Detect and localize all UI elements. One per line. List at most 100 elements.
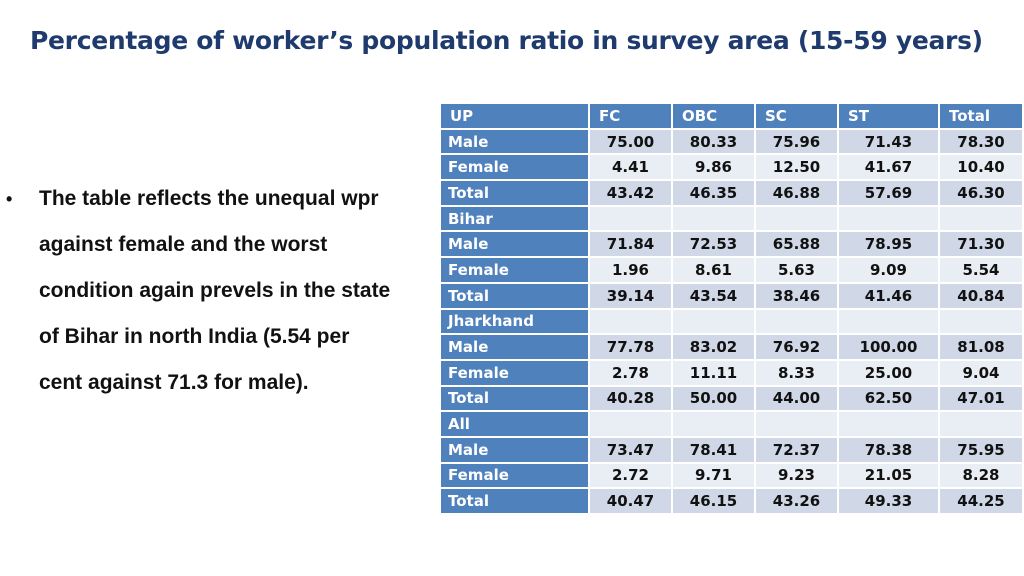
table-cell: 72.37 xyxy=(756,437,837,462)
table-row: Male 77.78 83.02 76.92 100.00 81.08 xyxy=(441,335,1022,359)
row-label: Bihar xyxy=(441,206,588,231)
row-label: Total xyxy=(441,283,588,308)
table-cell: 44.25 xyxy=(940,489,1022,513)
table-cell xyxy=(839,309,938,334)
row-label: Male xyxy=(441,129,588,154)
table-cell: 78.95 xyxy=(839,232,938,257)
table-cell: 62.50 xyxy=(839,386,938,411)
bullet-line: The table reflects the unequal wpr xyxy=(39,187,379,210)
bullet-text: The table reflects the unequal wpr again… xyxy=(39,176,426,406)
table-cell: 21.05 xyxy=(839,463,938,488)
table-cell: 83.02 xyxy=(673,335,754,359)
table-cell xyxy=(756,206,837,231)
bullet-list: • The table reflects the unequal wpr aga… xyxy=(6,176,426,406)
table-row: Total 39.14 43.54 38.46 41.46 40.84 xyxy=(441,283,1022,308)
table-cell: 44.00 xyxy=(756,386,837,411)
wpr-table: UP FC OBC SC ST Total Male 75.00 80.33 75.9… xyxy=(439,102,1024,515)
table-cell: 9.71 xyxy=(673,463,754,488)
table-cell xyxy=(756,309,837,334)
table-cell: 43.42 xyxy=(590,181,671,205)
row-label: Female xyxy=(441,258,588,282)
row-label: Total xyxy=(441,386,588,411)
row-label: Male xyxy=(441,335,588,359)
header-region: UP xyxy=(441,104,588,128)
table-cell: 75.95 xyxy=(940,437,1022,462)
table-row: Jharkhand xyxy=(441,309,1022,334)
table-header-row: UP FC OBC SC ST Total xyxy=(441,104,1022,128)
header-obc: OBC xyxy=(673,104,754,128)
table-cell: 10.40 xyxy=(940,155,1022,180)
table-cell: 65.88 xyxy=(756,232,837,257)
table-cell: 40.84 xyxy=(940,283,1022,308)
table-cell xyxy=(590,412,671,436)
table-row: Male 73.47 78.41 72.37 78.38 75.95 xyxy=(441,437,1022,462)
table-cell: 78.41 xyxy=(673,437,754,462)
table-cell: 43.54 xyxy=(673,283,754,308)
table-cell: 2.72 xyxy=(590,463,671,488)
table-cell: 77.78 xyxy=(590,335,671,359)
table-cell: 43.26 xyxy=(756,489,837,513)
table-cell: 71.84 xyxy=(590,232,671,257)
table-cell: 81.08 xyxy=(940,335,1022,359)
row-label: Female xyxy=(441,155,588,180)
table-cell: 41.46 xyxy=(839,283,938,308)
bullet-line: condition again prevels in the state xyxy=(39,279,391,302)
table-row: Female 2.78 11.11 8.33 25.00 9.04 xyxy=(441,360,1022,385)
table-cell: 57.69 xyxy=(839,181,938,205)
table-cell: 75.00 xyxy=(590,129,671,154)
header-sc: SC xyxy=(756,104,837,128)
table-body: Male 75.00 80.33 75.96 71.43 78.30 Female 4.41 9… xyxy=(441,129,1022,513)
header-total: Total xyxy=(940,104,1022,128)
bullet-line: of Bihar in north India (5.54 per xyxy=(39,325,350,348)
table-cell: 39.14 xyxy=(590,283,671,308)
table-cell: 1.96 xyxy=(590,258,671,282)
table-cell: 49.33 xyxy=(839,489,938,513)
table-cell: 71.30 xyxy=(940,232,1022,257)
table-cell: 9.86 xyxy=(673,155,754,180)
table-cell: 5.63 xyxy=(756,258,837,282)
table-row: Bihar xyxy=(441,206,1022,231)
table-cell: 78.30 xyxy=(940,129,1022,154)
table-cell: 9.23 xyxy=(756,463,837,488)
table-cell: 9.09 xyxy=(839,258,938,282)
table-row: Male 71.84 72.53 65.88 78.95 71.30 xyxy=(441,232,1022,257)
table-cell xyxy=(673,206,754,231)
table-cell: 72.53 xyxy=(673,232,754,257)
table-cell xyxy=(673,412,754,436)
table-row: Female 2.72 9.71 9.23 21.05 8.28 xyxy=(441,463,1022,488)
table-row: Male 75.00 80.33 75.96 71.43 78.30 xyxy=(441,129,1022,154)
table-cell xyxy=(590,206,671,231)
table-cell: 46.30 xyxy=(940,181,1022,205)
table-cell xyxy=(590,309,671,334)
row-label: Total xyxy=(441,489,588,513)
table-cell: 40.47 xyxy=(590,489,671,513)
table-row: Total 40.47 46.15 43.26 49.33 44.25 xyxy=(441,489,1022,513)
header-st: ST xyxy=(839,104,938,128)
table-cell: 9.04 xyxy=(940,360,1022,385)
row-label: Total xyxy=(441,181,588,205)
table-cell xyxy=(940,412,1022,436)
table-cell: 73.47 xyxy=(590,437,671,462)
bullet-marker: • xyxy=(6,189,13,209)
table-cell: 100.00 xyxy=(839,335,938,359)
table-cell xyxy=(839,206,938,231)
table-cell: 25.00 xyxy=(839,360,938,385)
table-row: Female 1.96 8.61 5.63 9.09 5.54 xyxy=(441,258,1022,282)
table-row: All xyxy=(441,412,1022,436)
table-cell: 5.54 xyxy=(940,258,1022,282)
table-cell: 47.01 xyxy=(940,386,1022,411)
table-cell: 78.38 xyxy=(839,437,938,462)
table-row: Female 4.41 9.86 12.50 41.67 10.40 xyxy=(441,155,1022,180)
table-cell: 46.35 xyxy=(673,181,754,205)
table-cell: 50.00 xyxy=(673,386,754,411)
table-cell: 8.61 xyxy=(673,258,754,282)
table-cell: 71.43 xyxy=(839,129,938,154)
row-label: Female xyxy=(441,360,588,385)
table-cell: 12.50 xyxy=(756,155,837,180)
table-cell: 41.67 xyxy=(839,155,938,180)
table-cell: 11.11 xyxy=(673,360,754,385)
table-cell: 8.28 xyxy=(940,463,1022,488)
table-cell: 2.78 xyxy=(590,360,671,385)
row-label: Male xyxy=(441,232,588,257)
